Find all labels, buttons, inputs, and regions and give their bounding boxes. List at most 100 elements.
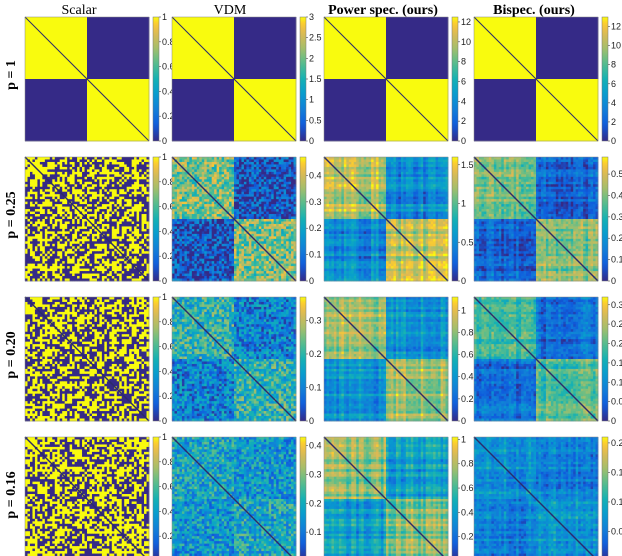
heatmap-cell bbox=[40, 164, 43, 167]
heatmap-cell bbox=[99, 169, 102, 172]
heatmap-cell bbox=[37, 202, 40, 205]
heatmap-cell bbox=[82, 231, 85, 234]
heatmap-cell bbox=[139, 219, 142, 222]
heatmap-cell bbox=[144, 159, 147, 162]
heatmap-cell bbox=[119, 197, 122, 200]
heatmap-cell bbox=[137, 224, 140, 227]
heatmap-cell bbox=[62, 219, 65, 222]
heatmap-cell bbox=[142, 204, 145, 207]
heatmap-cell bbox=[40, 217, 43, 220]
heatmap-cell bbox=[94, 202, 97, 205]
heatmap-cell bbox=[129, 229, 132, 232]
heatmap-cell bbox=[72, 192, 75, 195]
heatmap-cell bbox=[45, 224, 48, 227]
heatmap-cell bbox=[45, 204, 48, 207]
heatmap-cell bbox=[60, 217, 63, 220]
heatmap-cell bbox=[55, 214, 58, 217]
heatmap-cell bbox=[62, 162, 65, 165]
heatmap-cell bbox=[94, 194, 97, 197]
heatmap-cell bbox=[27, 189, 30, 192]
heatmap-cell bbox=[104, 204, 107, 207]
heatmap-cell bbox=[27, 164, 30, 167]
heatmap-cell bbox=[87, 224, 90, 227]
heatmap-cell bbox=[144, 224, 147, 227]
heatmap-cell bbox=[27, 204, 30, 207]
heatmap-cell bbox=[57, 197, 60, 200]
heatmap-cell bbox=[139, 189, 142, 192]
heatmap-cell bbox=[75, 164, 78, 167]
heatmap-cell bbox=[107, 172, 110, 175]
heatmap-cell bbox=[94, 231, 97, 234]
heatmap-cell bbox=[50, 192, 53, 195]
heatmap-panel-r1-c0: 10.80.60.40.20 bbox=[25, 152, 175, 286]
heatmap-cell bbox=[137, 207, 140, 210]
heatmap-cell bbox=[139, 164, 142, 167]
heatmap-cell bbox=[137, 204, 140, 207]
heatmap-cell bbox=[119, 224, 122, 227]
heatmap-cell bbox=[104, 214, 107, 217]
heatmap-cell bbox=[117, 194, 120, 197]
heatmap-cell bbox=[119, 172, 122, 175]
heatmap-cell bbox=[85, 192, 88, 195]
heatmap-cell bbox=[32, 174, 35, 177]
heatmap-cell bbox=[87, 231, 90, 234]
heatmap-cell bbox=[45, 217, 48, 220]
heatmap-cell bbox=[87, 159, 90, 162]
heatmap-cell bbox=[72, 194, 75, 197]
heatmap-cell bbox=[102, 221, 105, 224]
heatmap-cell bbox=[89, 234, 92, 237]
heatmap-cell bbox=[40, 204, 43, 207]
heatmap-cell bbox=[122, 174, 125, 177]
heatmap-cell bbox=[134, 219, 137, 222]
heatmap-cell bbox=[42, 212, 45, 215]
heatmap-cell bbox=[137, 209, 140, 212]
heatmap-cell bbox=[99, 224, 102, 227]
heatmap-cell bbox=[122, 226, 125, 229]
heatmap-cell bbox=[137, 187, 140, 190]
heatmap-cell bbox=[42, 194, 45, 197]
heatmap-cell bbox=[144, 214, 147, 217]
heatmap-cell bbox=[35, 236, 38, 239]
heatmap-cell bbox=[144, 169, 147, 172]
heatmap-cell bbox=[62, 221, 65, 224]
heatmap-cell bbox=[52, 224, 55, 227]
heatmap-cell bbox=[52, 164, 55, 167]
heatmap-cell bbox=[57, 169, 60, 172]
heatmap-cell bbox=[109, 157, 112, 160]
heatmap-cell bbox=[80, 157, 83, 160]
heatmap-cell bbox=[37, 192, 40, 195]
heatmap-cell bbox=[52, 229, 55, 232]
heatmap-cell bbox=[72, 231, 75, 234]
heatmap-cell bbox=[42, 236, 45, 239]
heatmap-cell bbox=[35, 177, 38, 180]
heatmap-cell bbox=[144, 172, 147, 175]
heatmap-cell bbox=[124, 226, 127, 229]
heatmap-cell bbox=[77, 192, 80, 195]
heatmap-cell bbox=[112, 162, 115, 165]
heatmap-cell bbox=[65, 202, 68, 205]
heatmap-cell bbox=[107, 187, 110, 190]
heatmap-cell bbox=[47, 234, 50, 237]
heatmap-cell bbox=[109, 217, 112, 220]
heatmap-cell bbox=[132, 179, 135, 182]
heatmap-cell bbox=[77, 184, 80, 187]
heatmap-cell bbox=[89, 197, 92, 200]
heatmap-cell bbox=[37, 214, 40, 217]
heatmap-cell bbox=[45, 234, 48, 237]
heatmap-cell bbox=[45, 236, 48, 239]
heatmap-cell bbox=[50, 209, 53, 212]
heatmap-cell bbox=[99, 209, 102, 212]
heatmap-cell bbox=[134, 162, 137, 165]
heatmap-cell bbox=[62, 184, 65, 187]
heatmap-cell bbox=[60, 229, 63, 232]
heatmap-cell bbox=[132, 234, 135, 237]
heatmap-cell bbox=[92, 157, 95, 160]
heatmap-cell bbox=[127, 172, 130, 175]
heatmap-cell bbox=[119, 169, 122, 172]
heatmap-cell bbox=[142, 184, 145, 187]
heatmap-cell bbox=[55, 229, 58, 232]
heatmap-cell bbox=[117, 204, 120, 207]
heatmap-cell bbox=[32, 192, 35, 195]
heatmap-cell bbox=[137, 177, 140, 180]
heatmap-cell bbox=[55, 194, 58, 197]
